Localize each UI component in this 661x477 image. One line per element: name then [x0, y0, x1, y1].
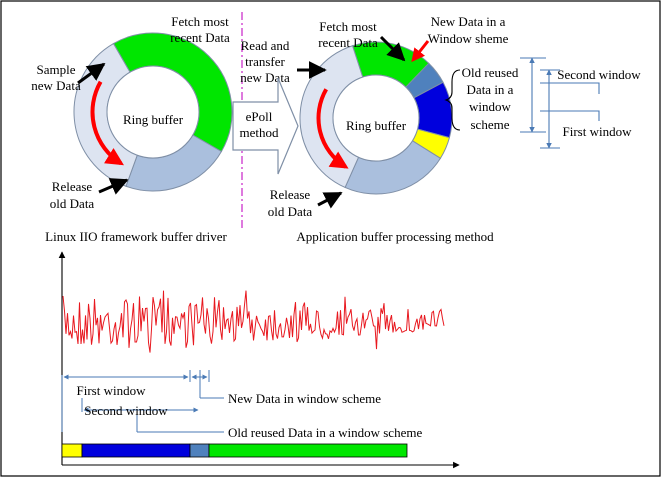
- read-transfer-label: Read and transfer new Data: [240, 38, 290, 85]
- first-window-label-top: First window: [563, 124, 633, 139]
- ring-inner-circle: [332, 74, 420, 162]
- svg-text:Fetch most: Fetch most: [171, 14, 229, 29]
- buffer-bar: [61, 443, 408, 458]
- svg-text:Data in a: Data in a: [467, 82, 514, 97]
- right-release-label: Release old Data: [268, 187, 313, 219]
- svg-text:method: method: [240, 125, 279, 140]
- svg-text:Fetch most: Fetch most: [319, 19, 377, 34]
- svg-text:scheme: scheme: [471, 117, 510, 132]
- ring-direction-arrow: [90, 80, 124, 166]
- window-legend: [520, 57, 600, 149]
- old-reused-label: Old reused Data in a window scheme: [462, 65, 519, 132]
- second-window-label-top: Second window: [557, 67, 641, 82]
- left-sample-arrow: [77, 62, 106, 85]
- svg-text:new Data: new Data: [31, 78, 81, 93]
- old-reused-brace: [444, 69, 461, 131]
- left-release-arrow: [98, 178, 129, 195]
- svg-text:New Data in a: New Data in a: [431, 14, 506, 29]
- svg-text:Sample: Sample: [37, 62, 76, 77]
- left-sample-label: Sample new Data: [31, 62, 81, 93]
- svg-text:window: window: [469, 99, 512, 114]
- svg-text:old Data: old Data: [268, 204, 313, 219]
- right-fetch-arrow: [379, 35, 406, 62]
- left-ring-label: Ring buffer: [123, 112, 184, 127]
- svg-text:Window sheme: Window sheme: [428, 31, 509, 46]
- new-data-window-label: New Data in a Window sheme: [428, 14, 509, 46]
- svg-text:new Data: new Data: [240, 70, 290, 85]
- svg-text:recent Data: recent Data: [170, 30, 230, 45]
- svg-text:old Data: old Data: [50, 196, 95, 211]
- bar-blue-segment: [81, 443, 191, 458]
- left-fetch-label: Fetch most recent Data: [170, 14, 230, 45]
- svg-text:recent Data: recent Data: [318, 35, 378, 50]
- ring-inner-circle: [106, 65, 200, 159]
- epoll-arrow-shape: [232, 77, 299, 175]
- right-release-arrow: [317, 191, 343, 209]
- right-ring-label: Ring buffer: [346, 118, 407, 133]
- plot-first-window-label: First window: [77, 383, 147, 398]
- plot-new-data-label: New Data in window scheme: [228, 391, 381, 406]
- signal-waveform: [62, 290, 445, 353]
- left-release-label: Release old Data: [50, 179, 95, 211]
- svg-text:Read and: Read and: [241, 38, 290, 53]
- svg-text:Release: Release: [52, 179, 93, 194]
- bar-yellow-segment: [61, 443, 83, 458]
- svg-text:transfer: transfer: [245, 54, 285, 69]
- right-new-data-arrow: [411, 40, 430, 63]
- bar-green-segment: [208, 443, 408, 458]
- right-fetch-label: Fetch most recent Data: [318, 19, 378, 50]
- svg-text:Old reused: Old reused: [462, 65, 519, 80]
- plot-window-markers: [61, 370, 224, 433]
- right-ring-buffer: [299, 41, 453, 195]
- bar-slate-segment: [189, 443, 210, 458]
- right-caption: Application buffer processing method: [296, 229, 494, 244]
- svg-text:Release: Release: [270, 187, 311, 202]
- plot-old-reused-label: Old reused Data in a window scheme: [228, 425, 422, 440]
- left-caption: Linux IIO framework buffer driver: [45, 229, 227, 244]
- svg-text:ePoll: ePoll: [246, 109, 273, 124]
- plot-second-window-label: Second window: [84, 403, 168, 418]
- ring-direction-arrow: [316, 88, 349, 169]
- epoll-label: ePoll method: [240, 109, 279, 140]
